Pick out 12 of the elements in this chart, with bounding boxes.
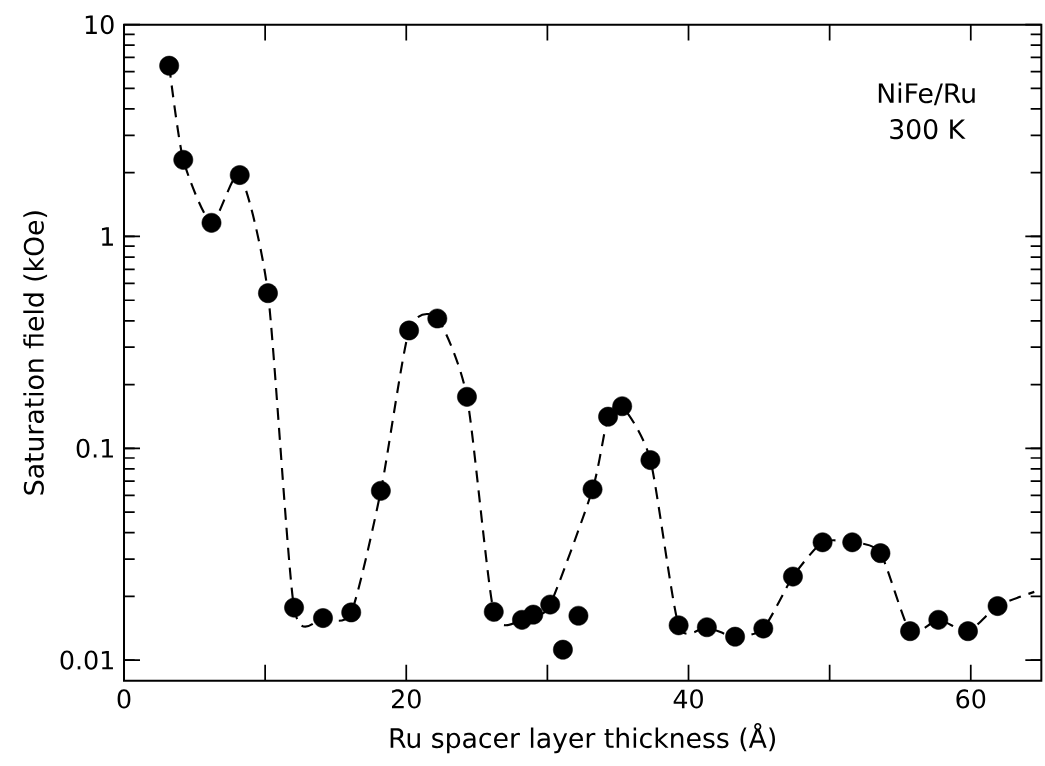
x-axis-title: Ru spacer layer thickness (Å) bbox=[390, 723, 776, 754]
x-tick-label: 40 bbox=[673, 689, 703, 709]
y-axis-title: Saturation field (kOe) bbox=[23, 211, 48, 495]
y-tick-label: 10 bbox=[85, 15, 114, 35]
y-tick-label: 0.01 bbox=[60, 650, 113, 670]
x-tick-label: 60 bbox=[956, 689, 986, 709]
annotation: NiFe/Ru bbox=[878, 82, 975, 106]
y-tick-label: 1 bbox=[101, 227, 113, 246]
y-tick-label: 0.1 bbox=[76, 438, 113, 458]
annotation: 300 K bbox=[890, 119, 966, 140]
x-tick-label: 20 bbox=[392, 689, 421, 709]
x-tick-label: 0 bbox=[117, 689, 131, 709]
